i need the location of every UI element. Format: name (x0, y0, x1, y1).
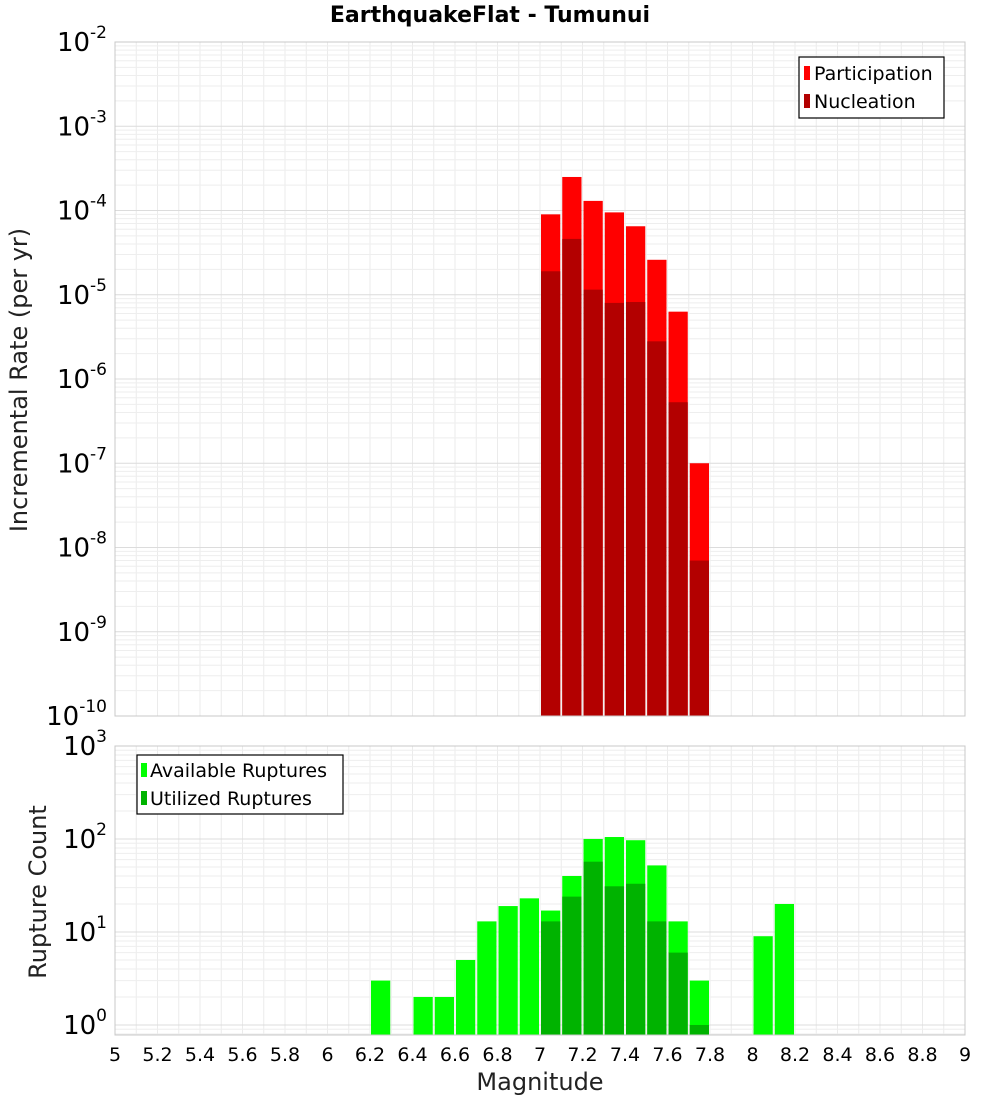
bottom-y-ticks: 100 101 102 103 (63, 727, 107, 1041)
bar-available-ruptures (753, 936, 773, 1035)
x-tick-label: 7.2 (567, 1044, 597, 1066)
y-tick-label: 10-3 (57, 107, 107, 142)
x-tick-label: 9 (959, 1044, 971, 1066)
chart-title: EarthquakeFlat - Tumunui (330, 3, 650, 28)
bottom-legend: Available Ruptures Utilized Ruptures (136, 754, 344, 815)
x-tick-label: 6.8 (482, 1044, 512, 1066)
legend-swatch-participation (804, 66, 810, 80)
bottom-plot-panel: 100 101 102 103 5 5.2 5.4 5.6 5.8 6 6.2 6.4 6.6 6.8 7… (24, 727, 971, 1096)
x-tick-label: 6.6 (440, 1044, 470, 1066)
top-y-axis-label: Incremental Rate (per yr) (5, 228, 33, 532)
top-plot-panel: 10-10 10-9 10-8 10-7 10-6 10-5 10-4 10-3 10-2 In… (5, 23, 966, 732)
bar-nucleation (647, 341, 667, 716)
y-tick-label: 10-10 (46, 697, 107, 732)
bar-utilized-ruptures (626, 883, 646, 1035)
bar-available-ruptures (498, 906, 518, 1035)
top-gridlines (114, 41, 966, 717)
bar-nucleation (583, 289, 603, 716)
x-tick-label: 5.4 (185, 1044, 215, 1066)
bar-available-ruptures (519, 898, 539, 1035)
x-tick-label: 7.6 (652, 1044, 682, 1066)
y-tick-label: 10-9 (57, 613, 107, 648)
x-tick-label: 6.4 (397, 1044, 427, 1066)
bar-nucleation (562, 238, 582, 716)
x-tick-label: 5 (109, 1044, 121, 1066)
bar-available-ruptures (689, 980, 709, 1035)
legend-swatch-utilized (141, 791, 147, 805)
x-tick-label: 5.2 (142, 1044, 172, 1066)
bar-utilized-ruptures (647, 921, 667, 1035)
bar-utilized-ruptures (604, 886, 624, 1035)
y-tick-label: 10-5 (57, 276, 107, 311)
bar-available-ruptures (434, 996, 454, 1035)
x-tick-label: 6.2 (355, 1044, 385, 1066)
x-tick-label: 7.4 (610, 1044, 640, 1066)
x-tick-label: 8.6 (865, 1044, 895, 1066)
bar-nucleation (689, 560, 709, 716)
x-tick-label: 5.6 (227, 1044, 257, 1066)
bottom-bars (371, 837, 794, 1035)
y-tick-label: 101 (63, 913, 107, 948)
bar-nucleation (626, 302, 646, 716)
y-tick-label: 100 (63, 1006, 107, 1041)
bottom-y-axis-label: Rupture Count (24, 805, 52, 979)
bar-utilized-ruptures (668, 952, 688, 1035)
bar-utilized-ruptures (562, 896, 582, 1035)
x-tick-label: 5.8 (270, 1044, 300, 1066)
x-tick-label: 7 (534, 1044, 546, 1066)
legend-swatch-nucleation (804, 94, 810, 108)
x-axis-ticks: 5 5.2 5.4 5.6 5.8 6 6.2 6.4 6.6 6.8 7 7.2 7.4 7.6 7.8 8… (109, 1044, 971, 1066)
legend-swatch-available (141, 763, 147, 777)
y-tick-label: 10-6 (57, 360, 107, 395)
bottom-legend-box (136, 754, 344, 815)
top-y-ticks: 10-10 10-9 10-8 10-7 10-6 10-5 10-4 10-3 10-2 (46, 23, 107, 732)
y-tick-label: 10-8 (57, 529, 107, 564)
bar-nucleation (668, 402, 688, 716)
y-tick-label: 103 (63, 727, 107, 762)
x-tick-label: 8.2 (780, 1044, 810, 1066)
top-legend-box (798, 56, 945, 119)
bar-nucleation (604, 302, 624, 716)
bar-available-ruptures (413, 996, 433, 1035)
y-tick-label: 102 (63, 820, 107, 855)
bar-available-ruptures (371, 980, 391, 1035)
top-bars (541, 176, 709, 717)
x-tick-label: 7.8 (695, 1044, 725, 1066)
bar-utilized-ruptures (541, 921, 561, 1035)
y-tick-label: 10-7 (57, 444, 107, 479)
legend-label-available-ruptures: Available Ruptures (150, 760, 327, 782)
y-tick-label: 10-4 (57, 192, 107, 227)
bar-available-ruptures (456, 959, 476, 1035)
bar-nucleation (541, 271, 561, 716)
bar-utilized-ruptures (583, 861, 603, 1035)
x-tick-label: 6 (321, 1044, 333, 1066)
bar-available-ruptures (477, 921, 497, 1035)
x-axis-label: Magnitude (476, 1068, 603, 1096)
legend-label-nucleation: Nucleation (814, 91, 916, 113)
top-legend: Participation Nucleation (798, 56, 945, 119)
legend-label-participation: Participation (814, 63, 933, 85)
bottom-plot-border (114, 745, 966, 1036)
bar-utilized-ruptures (689, 1024, 709, 1035)
y-tick-label: 10-2 (57, 23, 107, 58)
top-plot-border (114, 41, 966, 717)
legend-label-utilized-ruptures: Utilized Ruptures (150, 788, 312, 810)
x-tick-label: 8.8 (907, 1044, 937, 1066)
x-tick-label: 8.4 (822, 1044, 852, 1066)
x-tick-label: 8 (746, 1044, 758, 1066)
bar-available-ruptures (774, 903, 794, 1035)
